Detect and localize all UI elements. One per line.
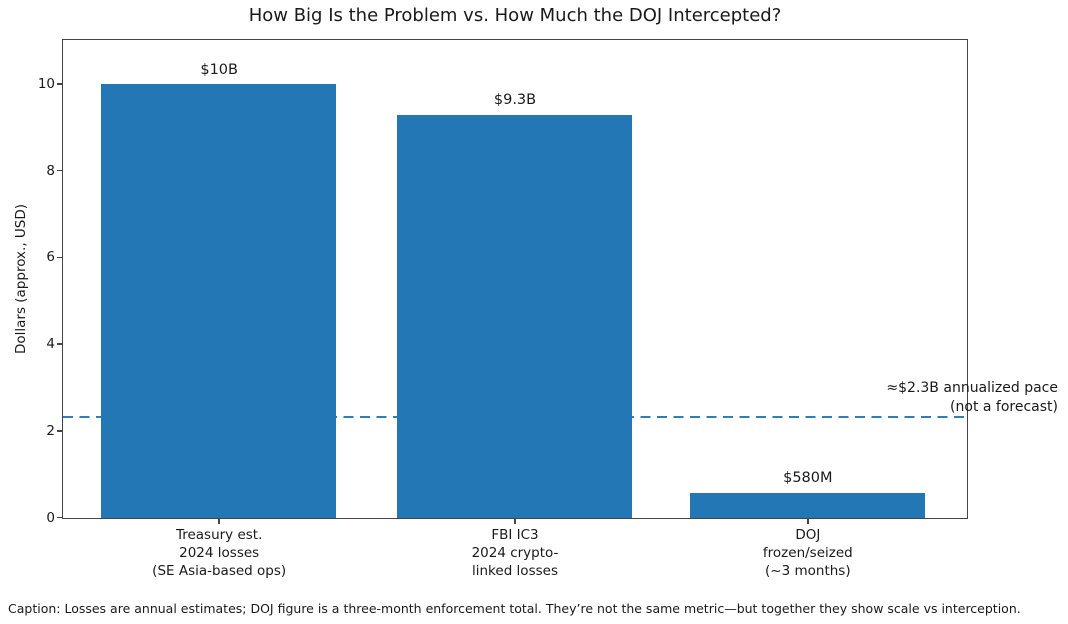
x-tick — [514, 519, 516, 524]
y-tick-label: 0 — [46, 509, 55, 526]
bar-1 — [397, 114, 632, 518]
x-tick-label: FBI IC3 2024 crypto- linked losses — [471, 527, 559, 579]
bar-2 — [689, 492, 925, 518]
bar-value-label: $10B — [200, 61, 238, 78]
chart-title: How Big Is the Problem vs. How Much the … — [248, 5, 782, 26]
bar-value-label: $580M — [783, 470, 833, 487]
y-tick-label: 10 — [37, 75, 55, 92]
y-tick — [56, 169, 62, 172]
y-tick — [56, 83, 62, 85]
bar-0 — [101, 84, 337, 518]
y-tick — [56, 516, 62, 519]
y-tick-label: 4 — [46, 336, 55, 353]
chart-caption: Caption: Losses are annual estimates; DO… — [8, 601, 1021, 616]
x-tick-label: Treasury est. 2024 losses (SE Asia-based… — [152, 527, 287, 579]
x-tick-label: DOJ frozen/seized (~3 months) — [762, 527, 853, 579]
y-tick — [56, 430, 62, 432]
plot-area — [62, 39, 968, 519]
bar-value-label: $9.3B — [493, 92, 537, 109]
y-tick-label: 2 — [46, 422, 55, 439]
reference-line-label: ≈$2.3B annualized pace (not a forecast) — [886, 380, 1058, 415]
y-tick-label: 8 — [46, 162, 55, 179]
x-tick — [807, 519, 809, 524]
x-tick — [218, 519, 220, 524]
y-tick-label: 6 — [46, 249, 55, 266]
y-tick — [56, 256, 62, 259]
y-tick — [56, 343, 62, 345]
